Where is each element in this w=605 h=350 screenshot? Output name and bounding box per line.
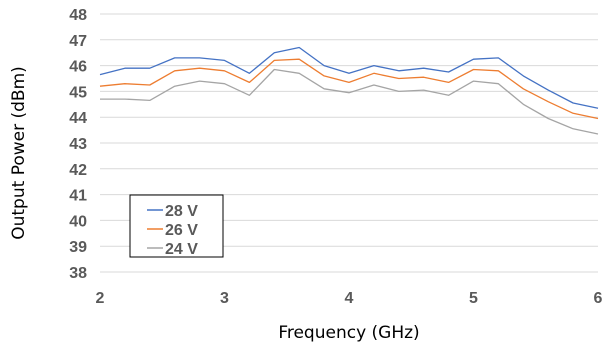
y-tick-label: 43 (69, 136, 87, 153)
y-tick-label: 45 (69, 84, 87, 101)
y-tick-label: 44 (69, 110, 87, 127)
y-tick-label: 41 (69, 188, 87, 205)
legend-label: 28 V (165, 203, 198, 220)
y-tick-label: 42 (69, 162, 87, 179)
y-tick-label: 48 (69, 7, 87, 24)
legend: 28 V 26 V 24 V (129, 194, 224, 258)
y-tick-label: 40 (69, 213, 87, 230)
y-tick-label: 39 (69, 239, 87, 256)
y-axis-ticks: 38 39 40 41 42 43 44 45 46 47 48 (69, 7, 87, 282)
series-line (99, 58, 599, 120)
series-lines (99, 46, 599, 135)
legend-label: 24 V (165, 241, 198, 258)
series-line (100, 68, 599, 135)
legend-box (129, 194, 224, 258)
x-tick-label: 3 (220, 290, 229, 307)
x-tick-label: 4 (345, 290, 354, 307)
x-axis-ticks: 2 3 4 5 6 (96, 290, 603, 307)
x-axis-title: Frequency (GHz) (278, 323, 419, 343)
x-tick-label: 6 (594, 290, 603, 307)
series-line (99, 46, 599, 109)
legend-label: 26 V (165, 222, 198, 239)
y-tick-label: 47 (69, 33, 87, 50)
y-tick-label: 38 (69, 265, 87, 282)
x-tick-label: 2 (96, 290, 105, 307)
y-axis-title: Output Power (dBm) (9, 66, 29, 240)
x-tick-label: 5 (469, 290, 478, 307)
y-tick-label: 46 (69, 59, 87, 76)
